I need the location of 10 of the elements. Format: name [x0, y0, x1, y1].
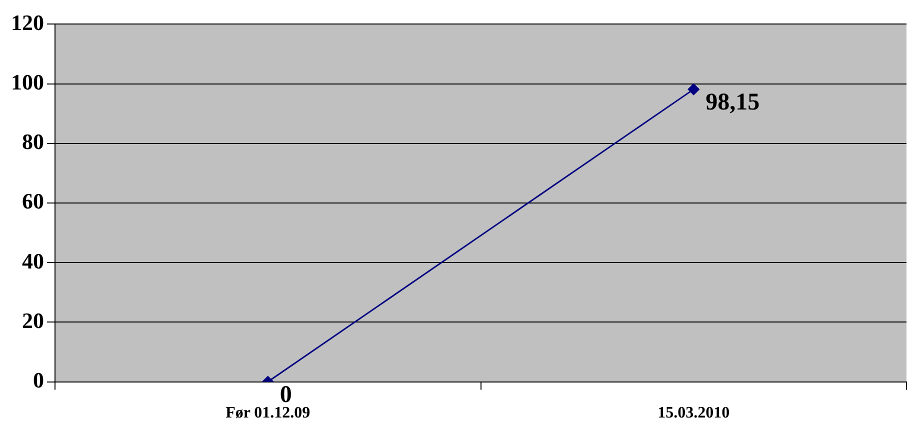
x-tick-label: Før 01.12.09 — [226, 404, 310, 422]
y-tick-label: 40 — [22, 248, 44, 274]
data-label: 98,15 — [706, 90, 760, 116]
y-tick-label: 80 — [22, 129, 44, 154]
y-tick-label: 100 — [11, 69, 44, 94]
y-tick-label: 20 — [22, 308, 44, 333]
y-tick-label: 60 — [22, 188, 44, 214]
y-tick-label: 120 — [11, 10, 44, 35]
y-tick-label: 0 — [33, 367, 44, 392]
x-tick-label: 15.03.2010 — [658, 404, 730, 422]
